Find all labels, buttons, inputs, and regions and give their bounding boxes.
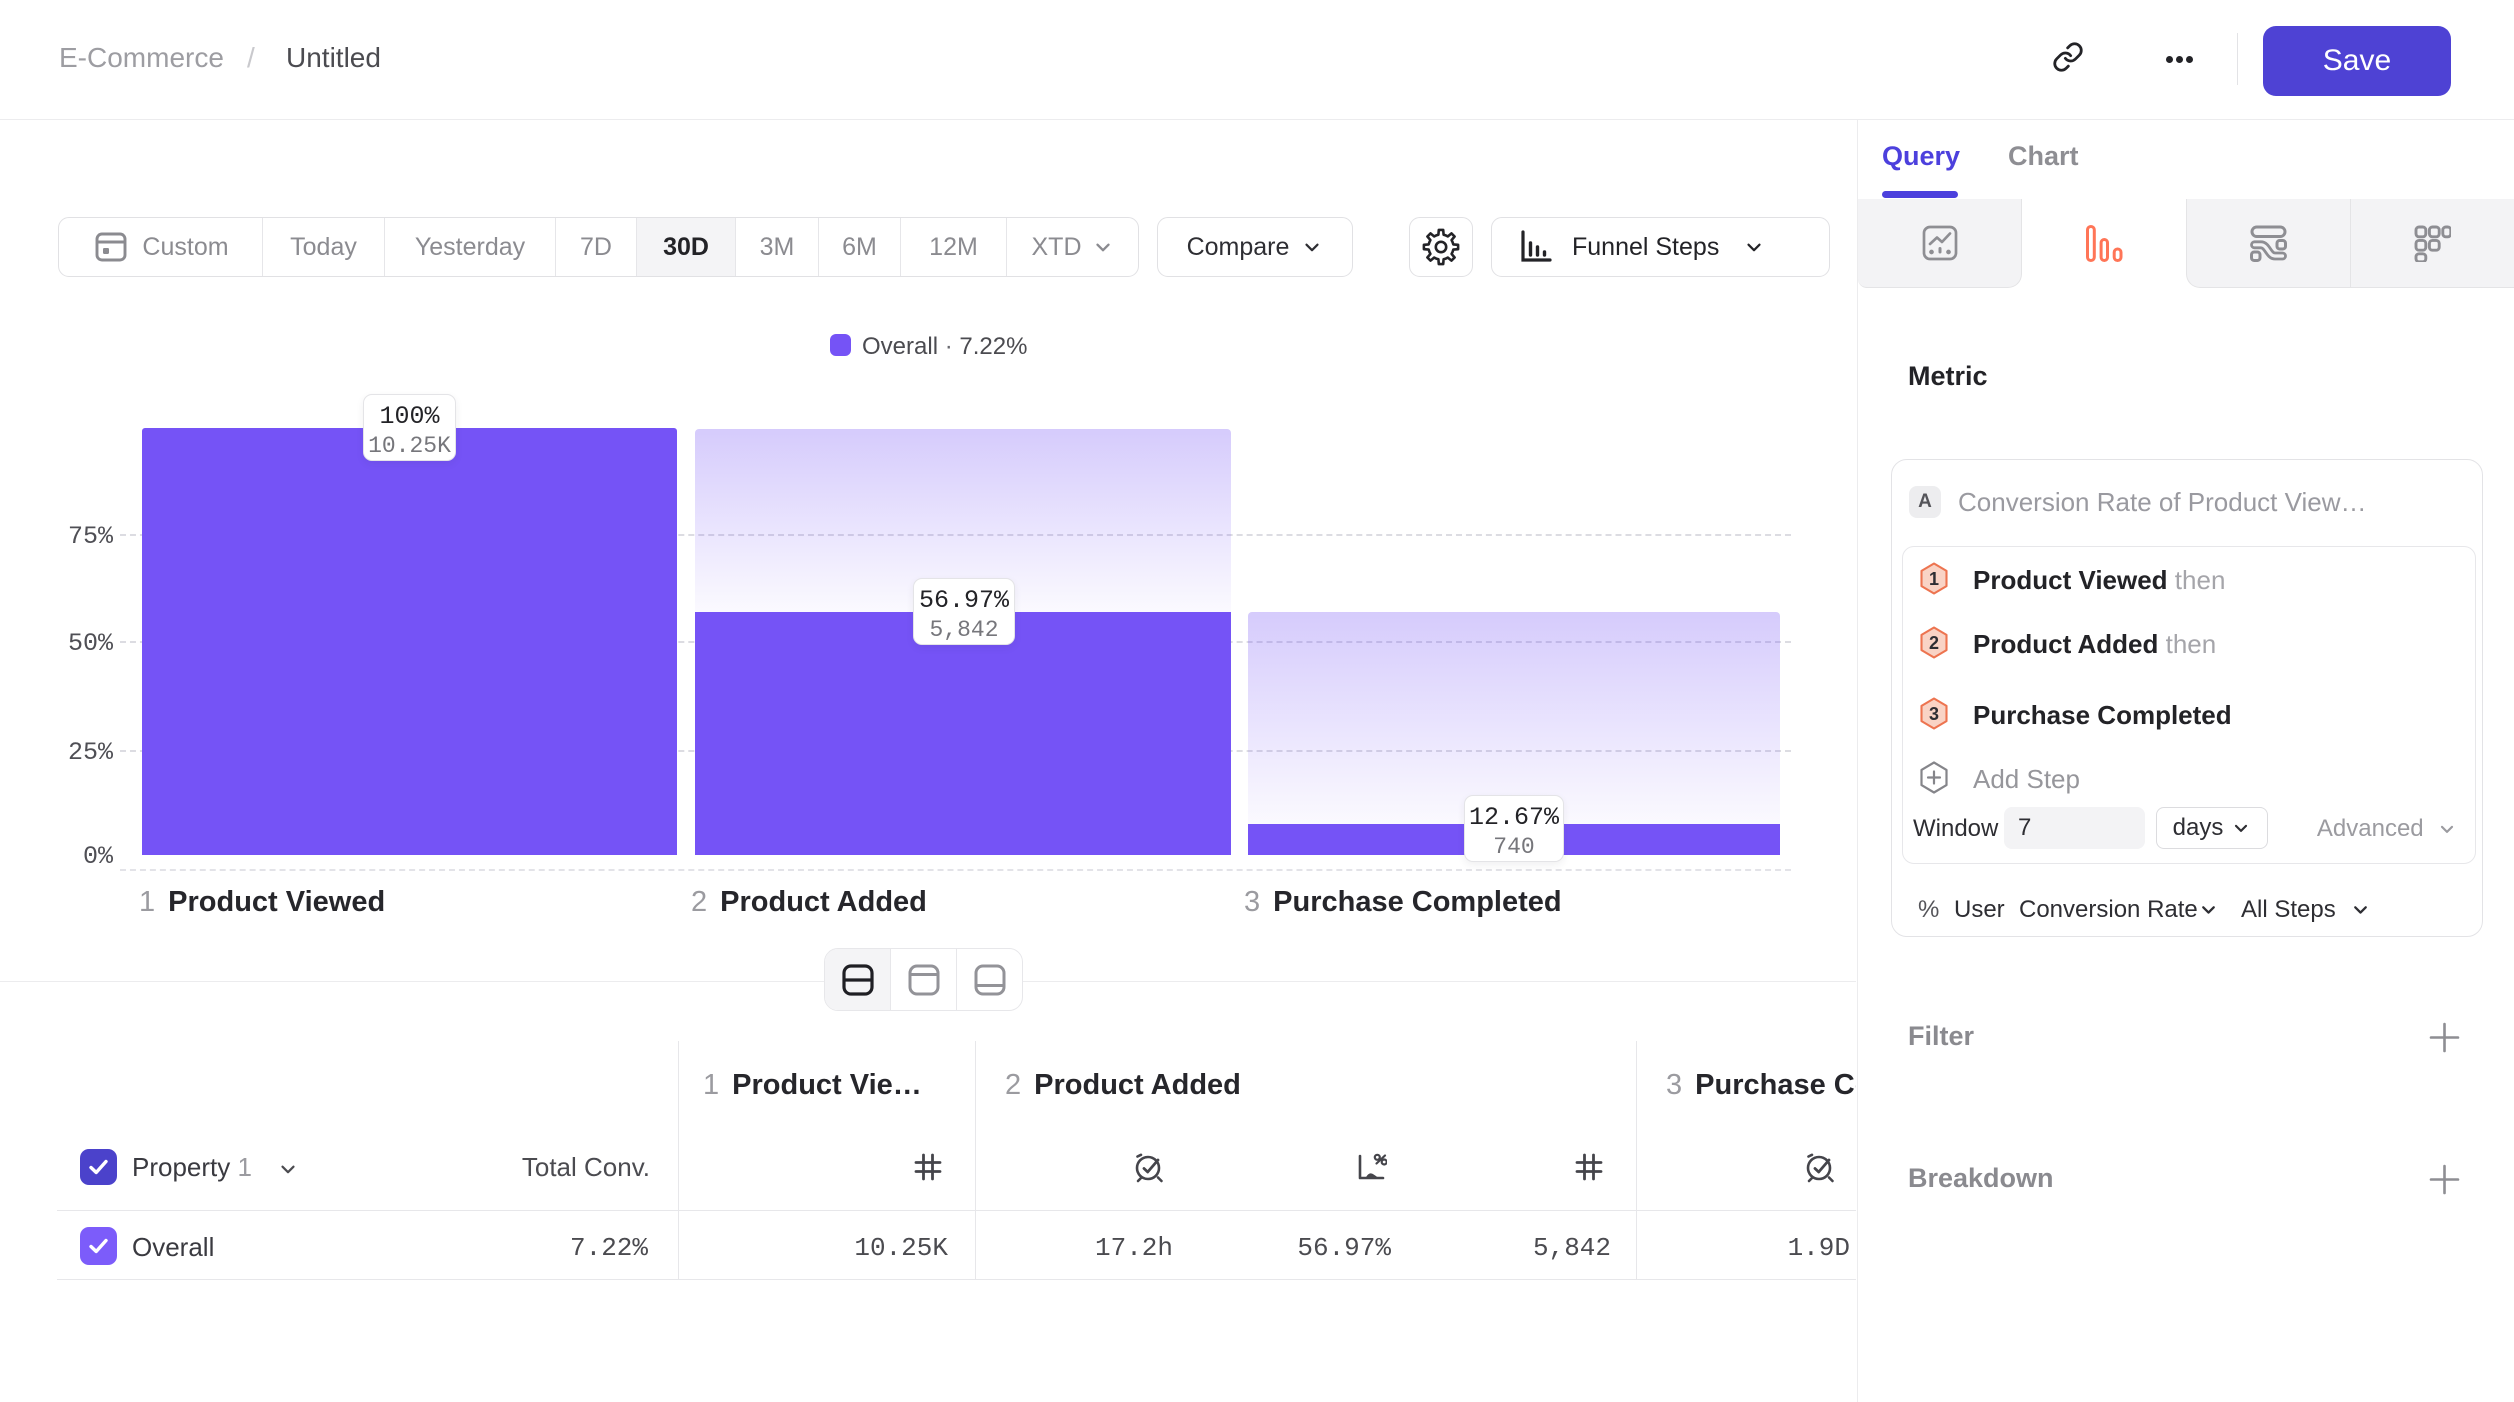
svg-text:1: 1 xyxy=(1929,569,1939,589)
svg-text:3: 3 xyxy=(1929,704,1939,724)
svg-text:2: 2 xyxy=(1929,633,1939,653)
